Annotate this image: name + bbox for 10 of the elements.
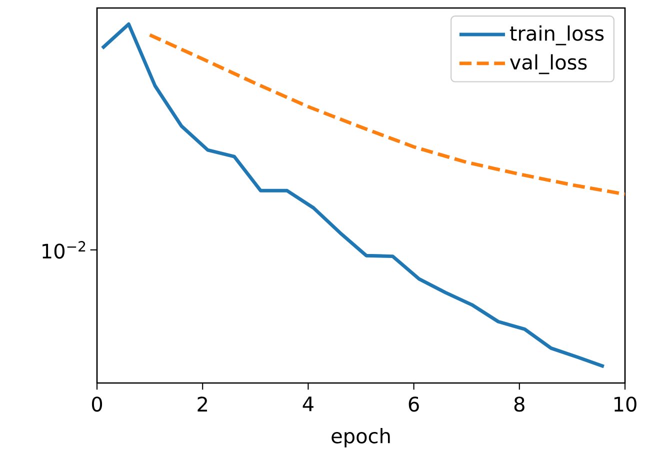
x-axis-title: epoch xyxy=(332,428,390,448)
legend-label: train_loss xyxy=(510,25,604,46)
x-tick-label: 4 xyxy=(302,396,314,412)
legend-label: val_loss xyxy=(510,54,587,74)
x-tick-label: 0 xyxy=(92,396,102,412)
x-tick-label: 6 xyxy=(408,396,419,412)
x-tick-label: 2 xyxy=(198,396,207,412)
text: 10$^{−2}$ xyxy=(42,241,86,259)
x-tick-label: 8 xyxy=(514,396,524,412)
x-tick-label: 10 xyxy=(614,396,636,412)
